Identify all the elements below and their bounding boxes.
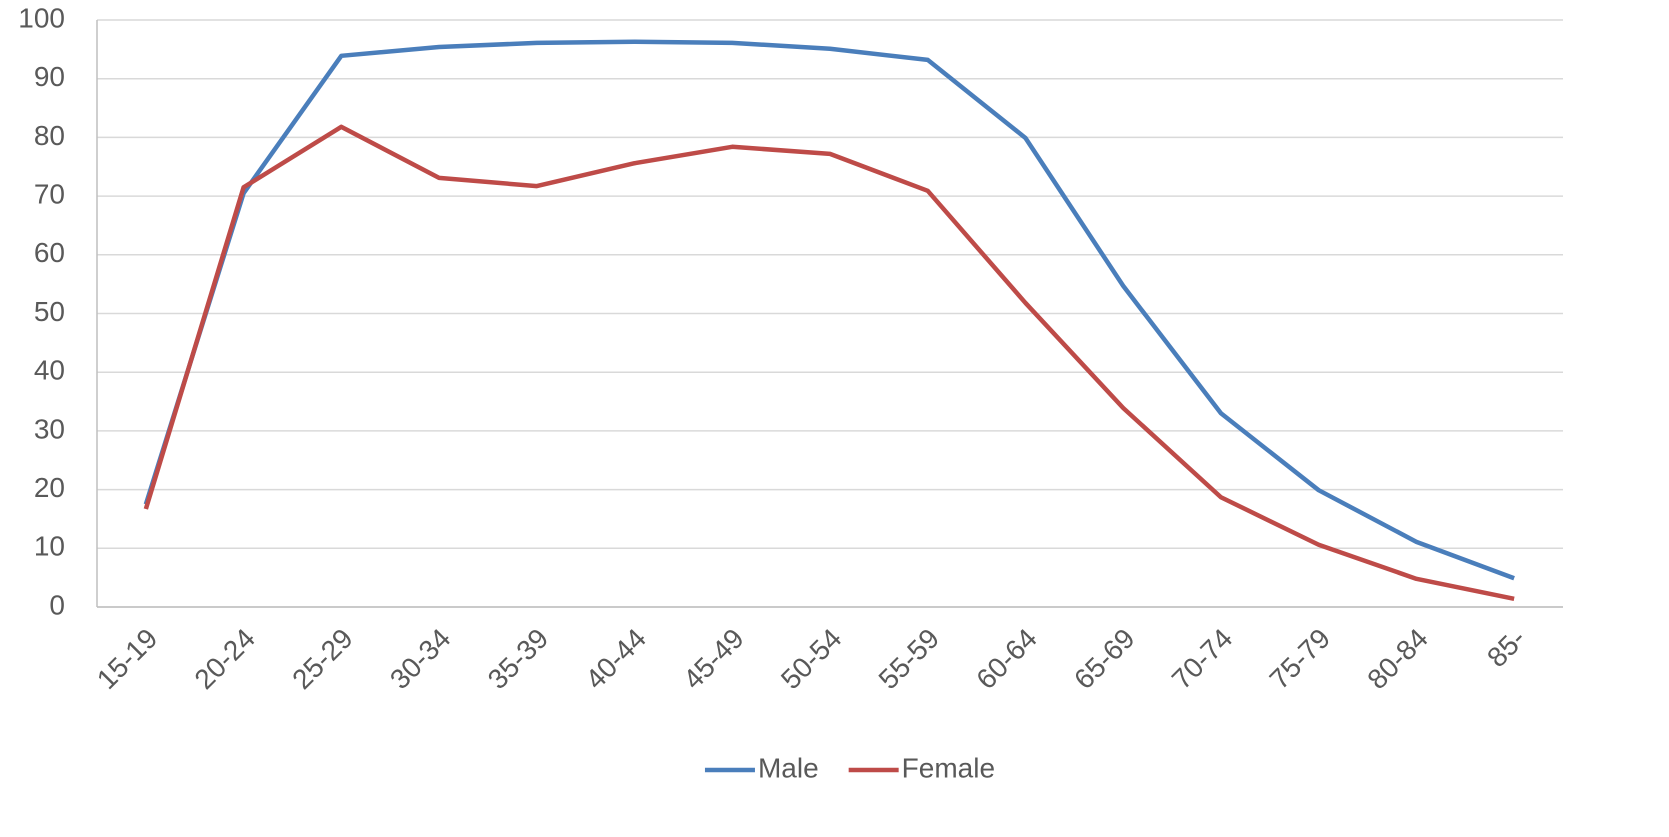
x-tick-label: 55-59 [873,623,946,696]
x-tick-label: 20-24 [189,623,262,696]
x-tick-label: 35-39 [482,623,555,696]
x-tick-label: 25-29 [286,623,359,696]
y-tick-label: 80 [34,120,65,151]
y-tick-label: 100 [18,2,65,33]
y-tick-label: 0 [49,589,65,620]
y-tick-label: 70 [34,178,65,209]
x-tick-label: 75-79 [1264,623,1337,696]
y-tick-label: 40 [34,355,65,386]
x-tick-label: 50-54 [775,623,848,696]
legend: Male Female [704,752,995,783]
x-tick-label: 30-34 [384,623,457,696]
y-tick-label: 20 [34,472,65,503]
y-tick-label: 90 [34,61,65,92]
x-tick-label: 45-49 [677,623,750,696]
x-tick-label: 80-84 [1361,623,1434,696]
line-series [143,39,1515,581]
x-tick-label: 85- [1481,623,1532,674]
y-tick-label: 10 [34,531,65,562]
legend-label: Female [902,752,995,783]
x-tick-label: 65-69 [1068,623,1141,696]
y-tick-label: 60 [34,237,65,268]
y-tick-label: 50 [34,296,65,327]
x-tick-label: 60-64 [970,623,1043,696]
x-tick-label: 15-19 [91,623,164,696]
legend-label: Male [758,752,819,783]
x-tick-label: 40-44 [579,623,652,696]
line-series [143,124,1515,601]
y-tick-label: 30 [34,413,65,444]
x-tick-label: 70-74 [1166,623,1239,696]
